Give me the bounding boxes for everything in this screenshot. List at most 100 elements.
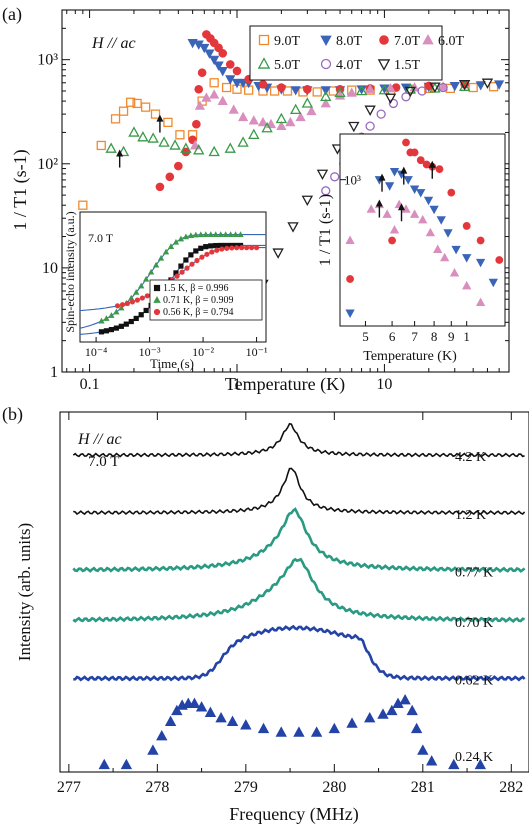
inset-right-point [389, 168, 400, 177]
arrow-marker-head [156, 114, 164, 122]
inset-right-point [345, 235, 355, 245]
spectrum-point [346, 717, 358, 728]
data-point [417, 86, 427, 96]
inset-right-point [462, 254, 472, 263]
data-point [276, 120, 287, 131]
inset-data-point [147, 268, 155, 275]
data-point [174, 161, 183, 171]
inset-data-point [119, 302, 126, 308]
data-point [194, 100, 205, 110]
data-point [475, 81, 486, 91]
arrow-marker [116, 149, 124, 168]
spectrum-line [73, 624, 526, 682]
data-point [258, 80, 268, 89]
inset-data-point [193, 248, 199, 254]
inset-right-y-tick-label: 10³ [344, 173, 361, 188]
inset-right-arrow [398, 203, 406, 222]
inset-right-point [495, 256, 504, 264]
inset-right-point [447, 188, 456, 197]
trace-0.24 K: 0.24 K [98, 693, 493, 770]
data-point [355, 84, 368, 96]
inset-data-point [172, 238, 180, 245]
series-4.0T [321, 82, 448, 196]
data-point [348, 121, 360, 133]
inset-data-point [197, 231, 204, 238]
inset-legend-marker [153, 296, 161, 303]
legend-marker [257, 57, 271, 69]
inset-data-point [138, 312, 144, 318]
data-point [334, 86, 346, 98]
data-point [165, 172, 175, 182]
y-tick-label: 10³ [37, 52, 58, 69]
legend-label: 6.0T [438, 34, 465, 49]
inset-right-point [488, 278, 498, 288]
trace-label: 0.24 K [455, 750, 493, 765]
data-point [213, 61, 224, 71]
inset-right-arrows [375, 160, 436, 222]
inset-data-point [133, 288, 140, 295]
data-point [364, 105, 376, 116]
data-point [248, 128, 260, 140]
inset-data-point [124, 300, 131, 306]
inset-right-x-tick-label: 9 [448, 329, 455, 344]
inset-data-point [214, 247, 220, 253]
inset-data-point [114, 303, 121, 309]
data-point [175, 130, 185, 140]
inset-data-point [138, 282, 145, 289]
inset-data-point [253, 245, 260, 251]
inset-data-point [118, 323, 124, 329]
data-point [449, 81, 460, 92]
data-point [248, 115, 259, 125]
panel-a-field-annotation: H // ac [91, 35, 136, 52]
legend-label: 5.0T [274, 58, 301, 73]
data-point [401, 92, 411, 102]
panel-b: 277 278 279 280 281 282 4.2 K 1.2 K 0.77 K 0.70 … [15, 411, 529, 825]
panel-a-ticks: 0.1 1 10 1 10 10² 10³ [37, 9, 510, 393]
data-point [289, 103, 302, 115]
data-point [468, 82, 478, 93]
inset-right-point [425, 227, 436, 237]
trace-label: 0.62 K [455, 673, 493, 688]
series-7.0T [155, 30, 469, 192]
inset-data-point [183, 257, 189, 263]
data-point [290, 86, 301, 96]
inset-right-arrow [378, 173, 386, 192]
data-point [295, 111, 306, 122]
data-point [316, 169, 329, 181]
panel-b-data: 4.2 K 1.2 K 0.77 K 0.70 K 0.62 K 0.24 K [72, 422, 526, 770]
data-point [155, 182, 165, 192]
legend-label: 1.5T [394, 58, 421, 73]
inset-data-point [177, 235, 185, 242]
spectrum-point [195, 701, 208, 712]
data-point [128, 126, 140, 137]
b-x-tick-label: 279 [234, 779, 258, 796]
inset-data-point [192, 231, 199, 238]
spectrum-point [171, 704, 183, 716]
data-point [96, 140, 106, 151]
inset-right-ticks: 5 6 7 8 9 1 10³ [340, 173, 470, 344]
arrow-marker-head [116, 149, 124, 157]
inset-data-point [103, 315, 110, 321]
inset-right-x-tick-label: 5 [362, 329, 369, 344]
data-point [388, 98, 399, 109]
data-point [192, 119, 201, 129]
inset-right-point [443, 229, 453, 238]
inset-left-xlabel: Time (s) [150, 356, 194, 371]
panel-a-legend: 9.0T 8.0T 7.0T 6.0T 5.0T 4.0T 1.5T [249, 25, 465, 81]
inset-data-point [174, 273, 180, 279]
panel-b-ticks: 277 278 279 280 281 282 [57, 412, 523, 796]
inset-data-point [209, 249, 215, 255]
inset-left-annotation: 7.0 T [88, 231, 114, 245]
inset-data-point [113, 325, 119, 331]
inset-right-point [366, 204, 376, 213]
data-point [158, 136, 170, 147]
inset-right-point [462, 280, 472, 290]
trace-label: 1.2 K [455, 508, 486, 523]
inset-data-point [103, 328, 110, 334]
data-point [287, 222, 299, 233]
spectrum-line [72, 557, 525, 623]
data-point [330, 172, 340, 182]
data-point [232, 66, 242, 76]
